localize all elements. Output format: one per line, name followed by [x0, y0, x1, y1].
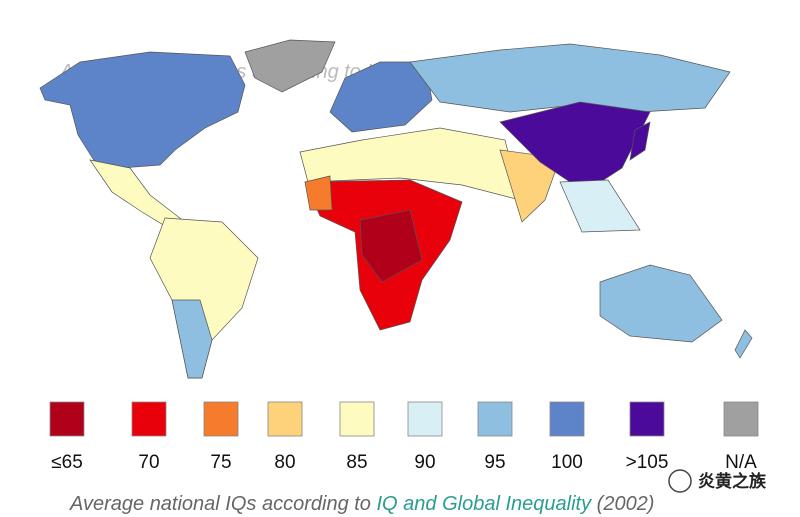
- caption-part: (2002): [597, 493, 655, 515]
- legend-swatch: [131, 401, 167, 437]
- caption-part: Average national IQs according to: [69, 493, 371, 515]
- world-map: [39, 39, 753, 379]
- legend-label: 100: [551, 452, 583, 473]
- legend-swatch: [723, 401, 759, 437]
- russia: [409, 43, 731, 113]
- legend-swatch: [407, 401, 443, 437]
- legend-label: N/A: [725, 452, 757, 473]
- central-africa: [359, 209, 423, 283]
- watermark: 炎黄之族: [698, 471, 767, 491]
- legend-label: 80: [274, 452, 295, 473]
- japan: [629, 121, 651, 161]
- legend-swatch: [549, 401, 585, 437]
- legend-label: 85: [346, 452, 367, 473]
- legend-label: >105: [626, 452, 669, 473]
- east-asia: [499, 101, 651, 193]
- greenland: [244, 39, 336, 93]
- legend-swatch: [267, 401, 303, 437]
- west-africa: [304, 175, 333, 211]
- legend-swatch: [49, 401, 85, 437]
- australia: [599, 264, 723, 343]
- new-zealand: [734, 329, 753, 359]
- legend-swatch: [477, 401, 513, 437]
- caption-source: IQ and Global Inequality: [377, 493, 593, 515]
- legend: ≤65 70 75 80 85 90 95 100 >105 N/A: [49, 401, 759, 473]
- legend-label: 90: [414, 452, 435, 473]
- legend-swatch: [203, 401, 239, 437]
- southern-cone: [171, 299, 213, 379]
- legend-label: ≤65: [51, 452, 83, 473]
- legend-label: 75: [210, 452, 231, 473]
- caption: Average national IQs according to IQ and…: [69, 493, 654, 515]
- legend-label: 70: [138, 452, 159, 473]
- watermark-icon: [668, 469, 692, 493]
- southeast-asia: [559, 179, 641, 233]
- north-america: [39, 51, 246, 169]
- legend-label: 95: [484, 452, 505, 473]
- legend-swatch: [339, 401, 375, 437]
- legend-swatch: [629, 401, 665, 437]
